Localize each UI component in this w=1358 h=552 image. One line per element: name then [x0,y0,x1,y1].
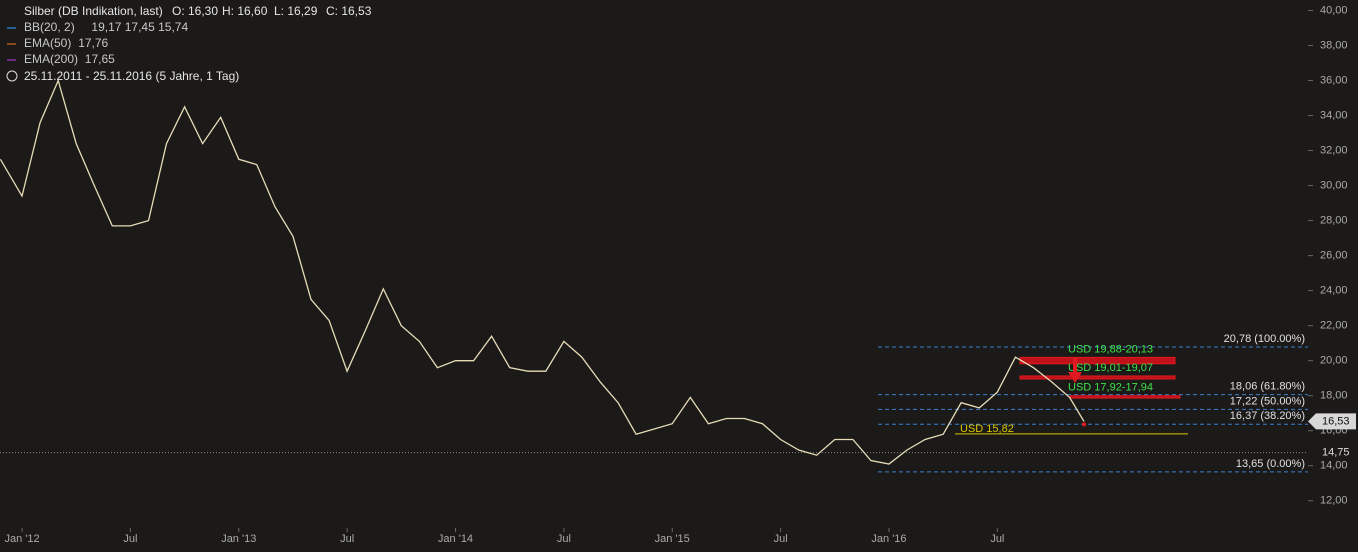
support-label: USD 15,82 [960,423,1014,435]
y-tick-label: 26,00 [1320,250,1348,262]
resistance-zone [1019,375,1176,380]
y-tick-label: 12,00 [1320,495,1348,507]
legend-name: EMA(200) [24,52,78,66]
arrow [1068,358,1082,383]
y-tick-label: 30,00 [1320,179,1348,191]
price-line [0,78,1085,465]
resistance-zone [1069,395,1181,399]
zone-label: USD 19,88-20,13 [1068,343,1153,355]
x-tick-label: Jul [774,533,788,545]
ohlc-low: L: 16,29 [274,4,318,18]
y-tick-label: 14,00 [1320,460,1348,472]
legend-values: 19,17 17,45 15,74 [91,20,188,34]
fib-label: 20,78 (100.00%) [1224,333,1305,345]
ohlc-open: O: 16,30 [172,4,218,18]
clock-icon [6,70,18,82]
x-tick-label: Jul [990,533,1004,545]
y-tick-label: 28,00 [1320,215,1348,227]
x-tick-label: Jan '15 [655,533,690,545]
ref-label: 14,75 [1322,446,1350,458]
last-price-label: 16,53 [1322,415,1350,427]
legend-name: BB(20, 2) [24,20,75,34]
ohlc-close: C: 16,53 [326,4,372,18]
fib-label: 16,37 (38.20%) [1230,410,1305,422]
x-tick-label: Jul [340,533,354,545]
y-tick-label: 34,00 [1320,109,1348,121]
y-tick-label: 36,00 [1320,74,1348,86]
x-tick-label: Jan '14 [438,533,473,545]
last-point [1082,422,1087,427]
x-tick-label: Jul [123,533,137,545]
legend-name: EMA(50) [24,36,71,50]
y-tick-label: 22,00 [1320,320,1348,332]
ohlc: O: 16,30 H: 16,60 L: 16,29 C: 16,53 [172,4,372,18]
zone-label: USD 17,92-17,94 [1068,382,1153,394]
x-tick-label: Jan '12 [4,533,39,545]
ohlc-high: H: 16,60 [222,4,268,18]
legend-values: 17,76 [78,36,108,50]
period: 25.11.2011 - 25.11.2016 (5 Jahre, 1 Tag) [24,69,239,83]
y-tick-label: 20,00 [1320,355,1348,367]
chart-title: Silber (DB Indikation, last) [24,4,163,18]
fib-label: 17,22 (50.00%) [1230,395,1305,407]
y-tick-label: 38,00 [1320,39,1348,51]
fib-label: 18,06 (61.80%) [1230,381,1305,393]
fib-label: 13,65 (0.00%) [1236,458,1305,470]
y-tick-label: 40,00 [1320,4,1348,16]
ref-label-box [1310,444,1358,461]
x-tick-label: Jan '13 [221,533,256,545]
y-tick-label: 32,00 [1320,144,1348,156]
x-tick-label: Jul [557,533,571,545]
last-price-box [1308,413,1356,430]
x-tick-label: Jan '16 [871,533,906,545]
y-tick-label: 18,00 [1320,390,1348,402]
y-tick-label: 24,00 [1320,285,1348,297]
legend-values: 17,65 [85,52,115,66]
zone-label: USD 19,01-19,07 [1068,362,1153,374]
